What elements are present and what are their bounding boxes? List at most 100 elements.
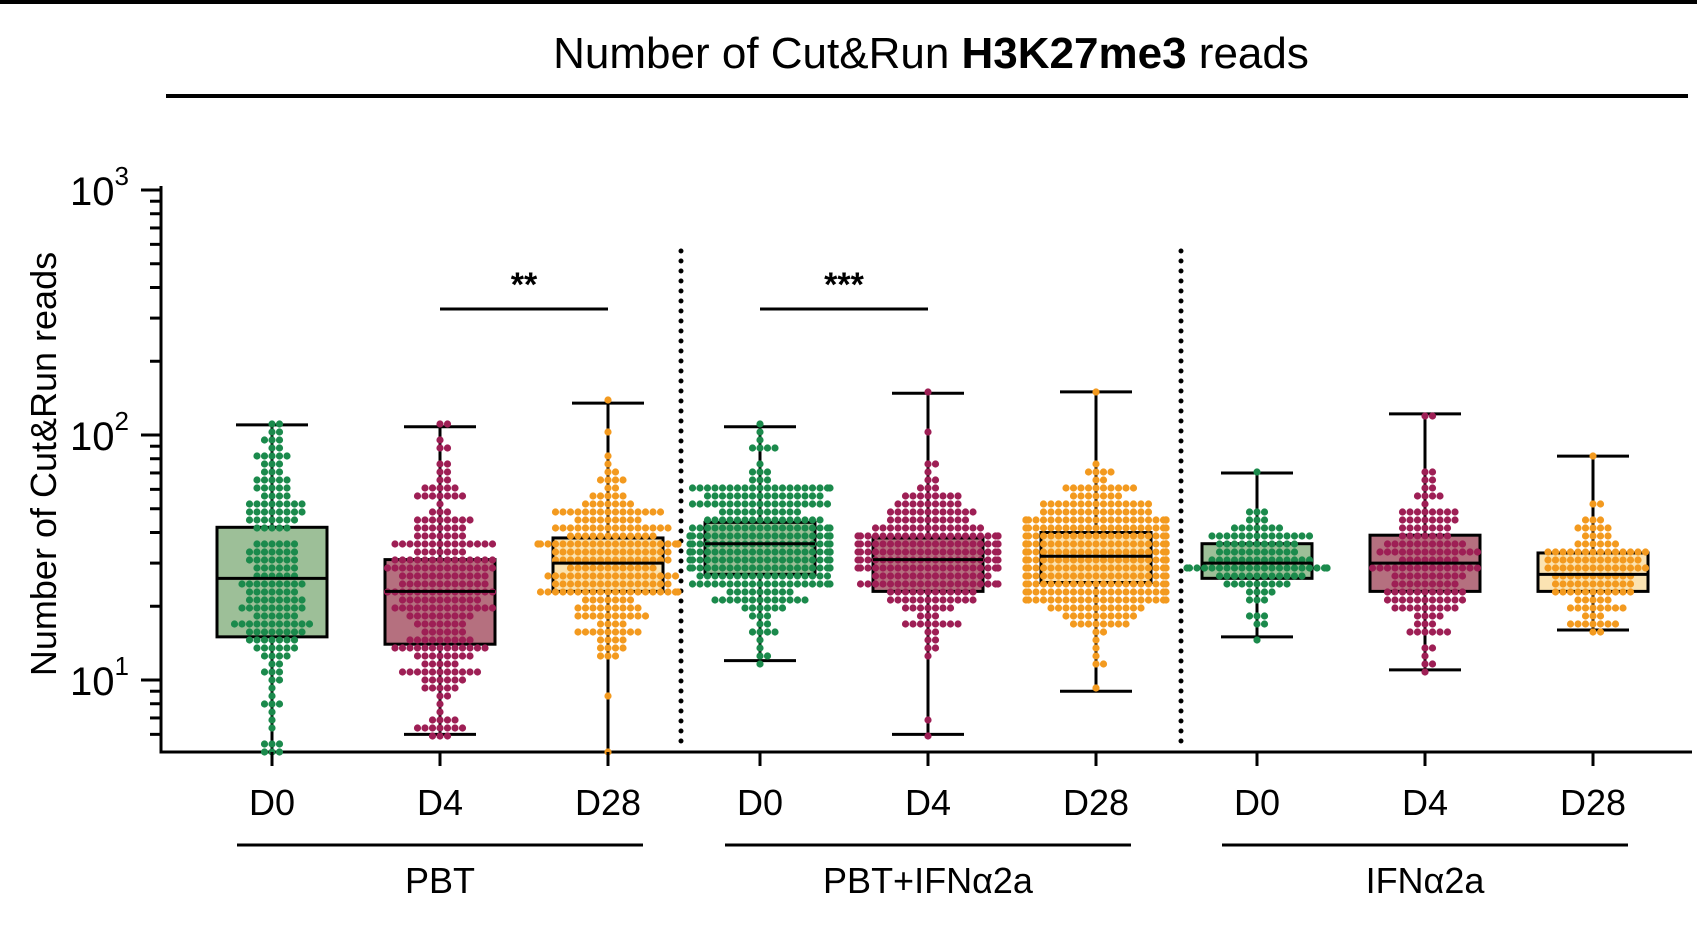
data-point (1323, 564, 1331, 572)
data-point (1398, 604, 1407, 612)
data-point (1077, 524, 1085, 532)
data-point (1611, 548, 1620, 556)
data-point (1039, 540, 1048, 548)
data-point (1092, 476, 1100, 484)
data-point (1260, 572, 1269, 580)
data-point (1084, 500, 1093, 508)
data-point (1039, 572, 1048, 580)
data-point (703, 500, 712, 508)
data-point (1152, 524, 1160, 532)
data-point (1406, 604, 1414, 612)
data-point (1092, 460, 1100, 468)
data-point (596, 524, 605, 532)
data-point (1183, 564, 1191, 572)
data-point (786, 492, 794, 500)
data-point (559, 548, 567, 556)
data-point (436, 732, 444, 740)
data-point (275, 740, 284, 748)
data-point (596, 620, 605, 628)
data-point (596, 540, 605, 548)
data-point (1245, 612, 1254, 620)
data-point (1313, 564, 1321, 572)
data-point (305, 620, 314, 628)
data-point (1129, 524, 1138, 532)
data-point (604, 644, 612, 652)
data-point (443, 492, 452, 500)
data-point (1551, 564, 1560, 572)
data-point (886, 516, 895, 524)
data-point (924, 564, 932, 572)
data-point (1611, 604, 1620, 612)
data-point (1391, 572, 1399, 580)
data-point (428, 644, 437, 652)
data-point (748, 492, 757, 500)
data-point (1604, 548, 1612, 556)
data-point (1421, 468, 1429, 476)
data-point (1162, 596, 1170, 604)
data-point (604, 588, 612, 596)
data-point (596, 580, 605, 588)
data-point (275, 644, 284, 652)
data-point (268, 660, 276, 668)
data-point (1634, 564, 1642, 572)
data-point (1129, 540, 1138, 548)
data-point (451, 532, 459, 540)
data-point (946, 588, 955, 596)
data-point (1406, 596, 1414, 604)
data-point (436, 476, 444, 484)
data-point (413, 580, 422, 588)
data-point (1421, 484, 1429, 492)
data-point (741, 604, 749, 612)
data-point (954, 508, 962, 516)
data-point (984, 548, 992, 556)
data-point (275, 468, 284, 476)
data-point (1223, 548, 1231, 556)
data-point (1215, 540, 1224, 548)
data-point (619, 604, 627, 612)
data-point (909, 524, 917, 532)
data-point (283, 516, 291, 524)
data-point (1413, 628, 1422, 636)
data-point (1428, 564, 1437, 572)
data-point (596, 532, 605, 540)
data-point (696, 484, 704, 492)
data-point (756, 636, 764, 644)
data-point (1069, 484, 1078, 492)
data-point (801, 532, 809, 540)
data-point (1114, 620, 1123, 628)
data-point (428, 628, 437, 636)
data-point (634, 532, 642, 540)
data-point (566, 508, 575, 516)
data-point (916, 580, 925, 588)
data-point (559, 572, 567, 580)
data-point (534, 540, 542, 548)
data-point (488, 540, 497, 548)
data-point (245, 596, 254, 604)
data-point (1589, 580, 1597, 588)
data-point (1428, 412, 1437, 420)
data-point (436, 692, 444, 700)
data-point (551, 572, 560, 580)
data-point (1436, 580, 1444, 588)
data-point (1253, 532, 1261, 540)
data-point (275, 452, 284, 460)
data-point (1283, 564, 1291, 572)
data-point (879, 532, 887, 540)
data-point (763, 620, 772, 628)
data-point (1039, 580, 1048, 588)
data-point (253, 476, 261, 484)
data-point (611, 516, 620, 524)
data-point (421, 596, 429, 604)
data-point (931, 508, 940, 516)
data-point (443, 524, 452, 532)
data-point (756, 572, 764, 580)
data-point (1032, 524, 1040, 532)
data-point (1077, 612, 1085, 620)
data-point (1406, 580, 1414, 588)
data-point (611, 564, 620, 572)
y-tick-label-exponent: 1 (115, 651, 129, 681)
data-point (1152, 588, 1160, 596)
data-point (816, 532, 824, 540)
data-point (436, 540, 444, 548)
data-point (589, 492, 597, 500)
